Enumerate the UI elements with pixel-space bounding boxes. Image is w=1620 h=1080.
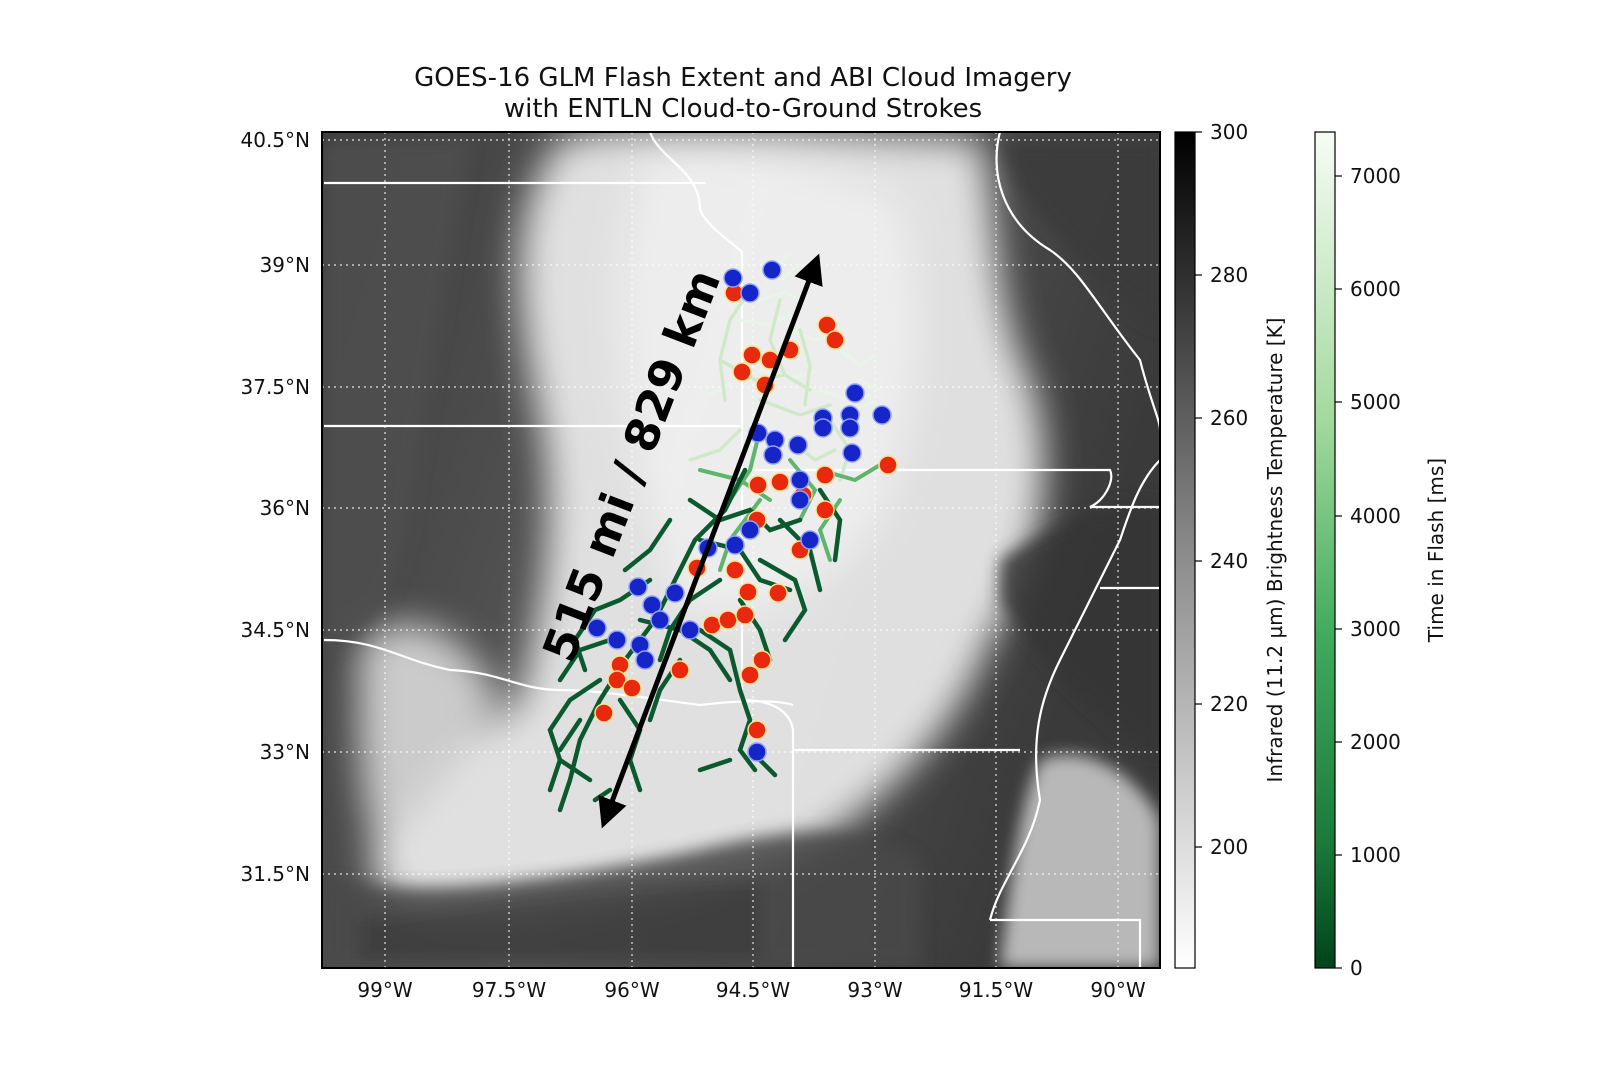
lat-tick: 40.5°N [241,128,311,152]
lat-tick: 34.5°N [241,618,311,642]
flash-time-colorbar-label: Time in Flash [ms] [1424,458,1448,643]
flash-time-tick: 5000 [1350,390,1401,414]
flash-time-tick: 4000 [1350,504,1401,528]
brightness-tick: 300 [1210,120,1248,144]
flash-time-colorbar: 7000 6000 5000 4000 3000 2000 1000 0 Tim… [1314,131,1448,980]
lat-tick: 33°N [260,740,310,764]
brightness-colorbar-label: Infrared (11.2 µm) Brightness Temperatur… [1263,318,1287,783]
lon-tick: 96°W [604,978,659,1002]
lon-tick: 93°W [847,978,902,1002]
lon-tick: 97.5°W [472,978,547,1002]
lon-tick: 91.5°W [959,978,1034,1002]
longitude-axis: 99°W 97.5°W 96°W 94.5°W 93°W 91.5°W 90°W [357,978,1145,1002]
brightness-tick: 240 [1210,549,1248,573]
map-title-line1: GOES-16 GLM Flash Extent and ABI Cloud I… [414,63,1072,93]
map-frame [321,131,1161,969]
lat-tick: 36°N [260,496,310,520]
lat-tick: 37.5°N [241,375,311,399]
flash-time-tick: 0 [1350,956,1363,980]
flash-time-tick: 6000 [1350,277,1401,301]
map-title-line2: with ENTLN Cloud-to-Ground Strokes [503,94,983,124]
brightness-colorbar: 300 280 260 240 220 200 Infrared (11.2 µ… [1174,120,1287,969]
brightness-tick: 220 [1210,692,1248,716]
lat-tick: 31.5°N [241,862,311,886]
lon-tick: 90°W [1090,978,1145,1002]
lat-tick: 39°N [260,253,310,277]
distance-arrow [598,253,823,829]
lon-tick: 99°W [357,978,412,1002]
brightness-tick: 200 [1210,835,1248,859]
brightness-tick: 260 [1210,406,1248,430]
brightness-tick: 280 [1210,263,1248,287]
flash-time-tick: 3000 [1350,617,1401,641]
flash-time-tick: 7000 [1350,164,1401,188]
latitude-axis: 40.5°N 39°N 37.5°N 36°N 34.5°N 33°N 31.5… [241,128,311,886]
flash-time-tick: 2000 [1350,730,1401,754]
lon-tick: 94.5°W [716,978,791,1002]
map-gridlines [322,132,1160,968]
flash-time-tick: 1000 [1350,843,1401,867]
